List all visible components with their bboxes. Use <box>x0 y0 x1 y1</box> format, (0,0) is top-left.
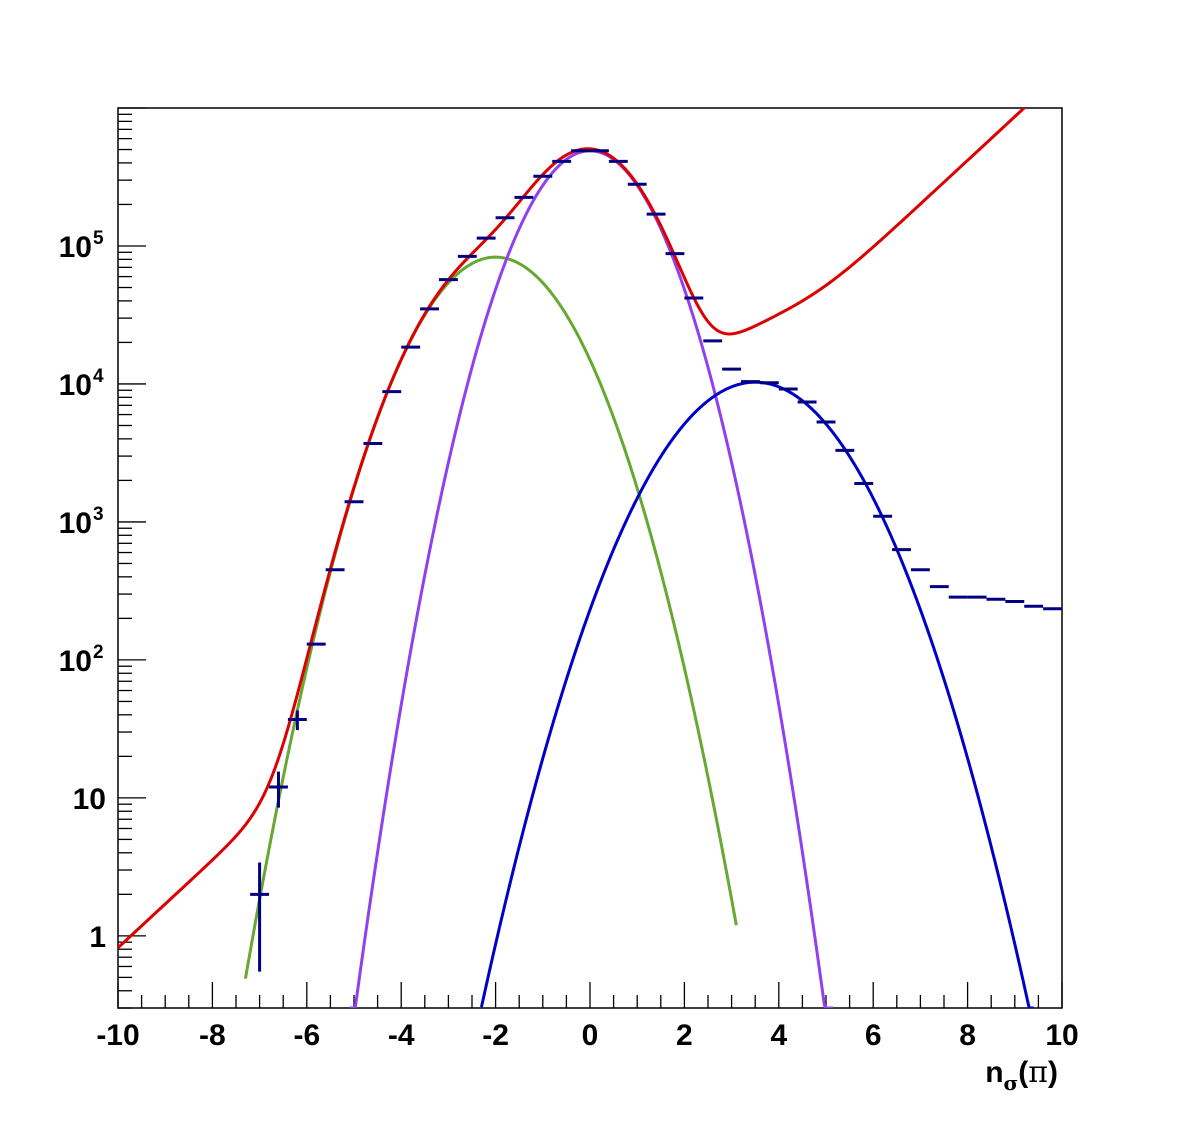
x-tick-label: 2 <box>676 1019 693 1052</box>
fit-curve-blue <box>479 380 1035 1008</box>
x-tick-label: 6 <box>865 1019 882 1052</box>
axis-ticks <box>117 107 1063 1009</box>
x-tick-label: 0 <box>582 1019 599 1052</box>
y-tick-label: 10 <box>59 507 92 540</box>
x-tick-label: -6 <box>293 1019 320 1052</box>
y-tick-label: 10 <box>59 645 92 678</box>
x-tick-label: -8 <box>199 1019 226 1052</box>
data-point <box>250 862 270 972</box>
data-point <box>269 771 288 808</box>
y-tick-label-exponent: 4 <box>93 366 104 387</box>
x-tick-label: -4 <box>388 1019 415 1052</box>
x-tick-label: 4 <box>770 1019 787 1052</box>
y-tick-label: 1 <box>89 921 106 954</box>
fit-curve-purple <box>348 149 834 1008</box>
data-point <box>287 710 307 731</box>
y-tick-label-exponent: 3 <box>93 504 104 525</box>
x-tick-label: 10 <box>1045 1019 1078 1052</box>
y-tick-label: 10 <box>59 231 92 264</box>
x-tick-label: -10 <box>96 1019 139 1052</box>
x-tick-label: -2 <box>482 1019 509 1052</box>
x-tick-labels: -10 -8 -6 -4 -2 0 2 4 6 8 10 <box>96 1019 1078 1052</box>
y-tick-label-exponent: 2 <box>93 642 104 663</box>
fit-curve-total-red <box>118 108 1027 949</box>
x-tick-label: 8 <box>959 1019 976 1052</box>
data-points <box>250 149 1062 972</box>
x-axis-title: nσ(π) <box>985 1055 1058 1095</box>
fit-curve-green <box>243 255 738 979</box>
y-tick-label-exponent: 5 <box>93 228 104 249</box>
y-tick-label: 10 <box>59 369 92 402</box>
y-tick-label: 10 <box>73 783 106 816</box>
